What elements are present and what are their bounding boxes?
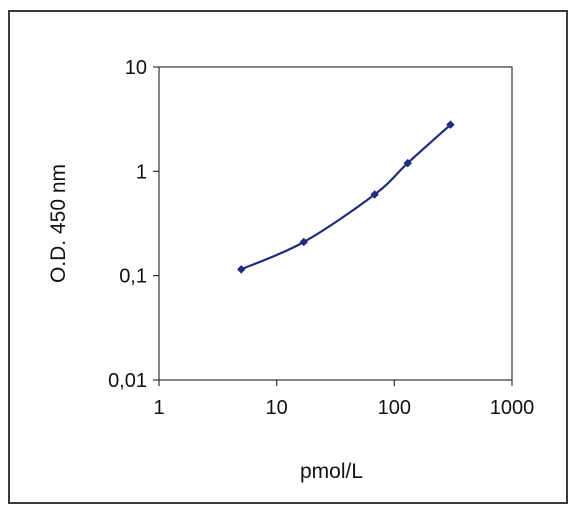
- y-tick-label: 0,1: [119, 266, 147, 288]
- data-point: [403, 158, 412, 168]
- x-axis-title: pmol/L: [300, 460, 363, 483]
- y-tick-label: 0,01: [108, 370, 147, 392]
- data-point: [446, 120, 455, 129]
- data-point: [370, 190, 379, 199]
- y-tick-label: 1: [136, 161, 147, 183]
- data-point: [299, 237, 309, 247]
- x-tick-label: 10: [266, 397, 288, 419]
- x-tick-label: 1000: [490, 397, 535, 419]
- x-tick-label: 100: [378, 397, 411, 419]
- data-point: [237, 265, 246, 274]
- series-line: [240, 123, 452, 271]
- x-axis-ticks: 1 10 100 1000: [153, 380, 534, 419]
- y-axis-ticks: 0,01 0,1 1 10: [108, 57, 159, 392]
- y-axis-title: O.D. 450 nm: [47, 164, 70, 283]
- series-layer: [237, 120, 455, 274]
- chart-frame: [8, 10, 568, 504]
- plot-area: [158, 66, 513, 381]
- y-tick-label: 10: [125, 57, 147, 79]
- x-tick-label: 1: [153, 397, 164, 419]
